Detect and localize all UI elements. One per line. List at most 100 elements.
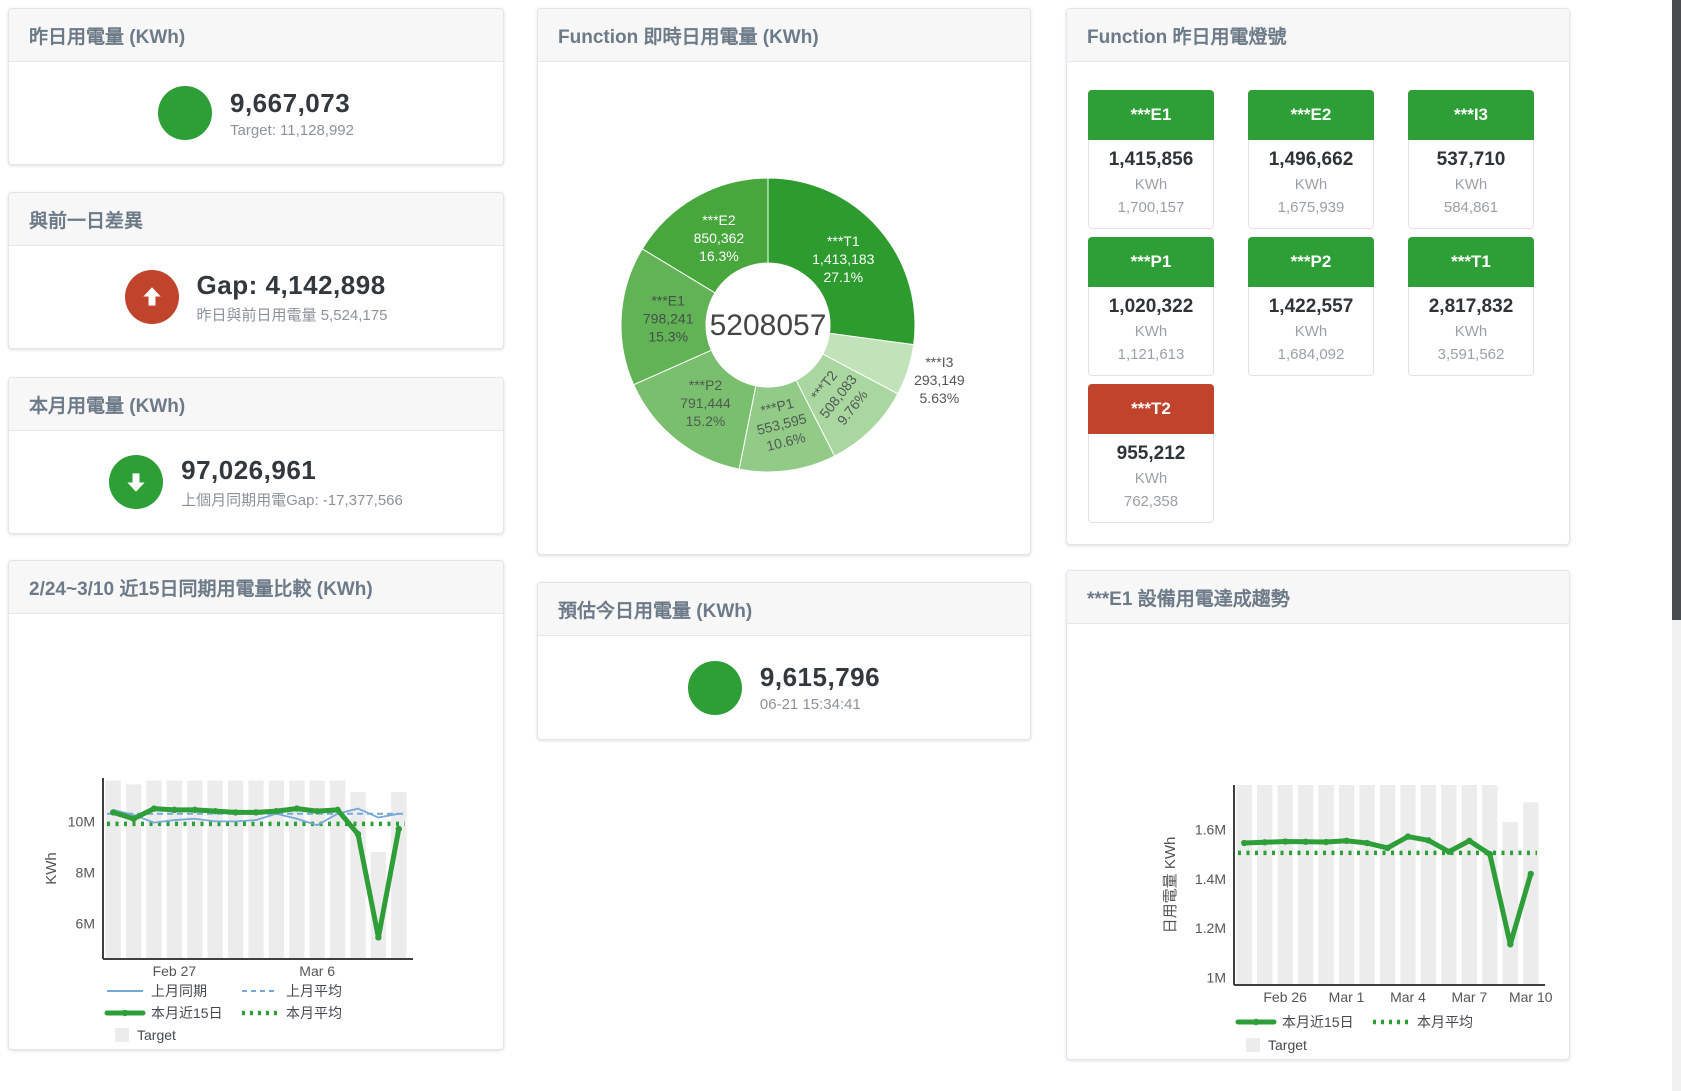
y-tick-label: 1.2M: [1195, 920, 1226, 936]
forecast-today-value: 9,615,796: [759, 662, 881, 692]
target-bar: [391, 792, 407, 959]
card-forecast-today-header: 預估今日用電量 (KWh): [538, 583, 1030, 636]
target-bar: [207, 780, 223, 959]
target-bar: [1257, 785, 1273, 985]
target-bar: [1359, 785, 1375, 985]
red-up-arrow-icon: [124, 270, 179, 324]
card-e1-trend-title: ***E1 設備用電達成趨勢: [1087, 588, 1290, 610]
target-bar: [248, 780, 264, 959]
x-tick-label: Mar 4: [1390, 989, 1426, 1005]
light-tile-label: ***P2: [1248, 237, 1374, 287]
x-tick-label: Feb 27: [153, 963, 197, 979]
legend-label[interactable]: 本月近15日: [1282, 1014, 1354, 1030]
light-tile-value: 1,422,557: [1268, 296, 1354, 317]
donut-slice-E2: [641, 177, 769, 294]
light-tile-body: 2,817,832 KWh 3,591,562: [1408, 287, 1534, 376]
light-tile-label: ***T1: [1408, 237, 1534, 287]
card-15day-comparison-header: 2/24~3/10 近15日同期用電量比較 (KWh): [9, 561, 503, 614]
donut-slice-T1: [767, 177, 916, 346]
function-light-tiles: ***E1 1,415,856 KWh 1,700,157 ***E2 1,496,662…: [1067, 62, 1567, 523]
svg-text:***P1: ***P1: [759, 395, 796, 419]
page-scrollbar-thumb[interactable]: [1672, 0, 1681, 620]
y-tick-label: 8M: [76, 864, 95, 880]
legend-label[interactable]: Target: [137, 1027, 176, 1043]
card-day-gap: 與前一日差異 Gap: 4,142,898 昨日與前日用電量 5,524,175: [8, 192, 504, 349]
card-yesterday-lights-title: Function 昨日用電燈號: [1087, 26, 1287, 48]
month-usage-gap: 上個月同期用電Gap: -17,377,566: [181, 491, 403, 509]
card-yesterday-lights: Function 昨日用電燈號 ***E1 1,415,856 KWh 1,700,1…: [1066, 8, 1570, 545]
series-line: [112, 807, 399, 827]
target-bar: [1502, 822, 1518, 985]
legend-label[interactable]: 上月同期: [151, 983, 207, 999]
donut-slice-label: ***I3 293,149 5.63%: [914, 354, 965, 406]
green-down-arrow-icon: [109, 455, 164, 509]
legend-label[interactable]: 本月近15日: [151, 1005, 223, 1021]
card-15day-comparison-chart: 2/24~3/10 近15日同期用電量比較 (KWh) 6M 8M 10M Feb 2…: [8, 560, 504, 1050]
card-yesterday-usage: 昨日用電量 (KWh) 9,667,073 Target: 11,128,992: [8, 8, 504, 165]
svg-text:15.3%: 15.3%: [648, 329, 688, 345]
day-gap-value: Gap: 4,142,898: [196, 269, 386, 300]
light-tile-target: 3,591,562: [1437, 346, 1505, 363]
y-tick-label: 1M: [1207, 970, 1226, 986]
target-bar: [309, 780, 325, 959]
donut-slice-label: ***E2 850,362 16.3%: [694, 212, 745, 264]
page-scrollbar-track[interactable]: [1672, 0, 1681, 1091]
svg-text:850,362: 850,362: [694, 230, 745, 246]
light-tile-P2: ***P2 1,422,557 KWh 1,684,092: [1248, 237, 1374, 376]
day-gap-subtitle: 昨日與前日用電量 5,524,175: [196, 306, 388, 324]
donut-slice-E1: [620, 248, 716, 386]
light-tile-T2: ***T2 955,212 KWh 762,358: [1088, 384, 1214, 523]
target-bar: [105, 780, 121, 959]
target-bar: [1297, 785, 1314, 985]
yesterday-usage-target: Target: 11,128,992: [230, 121, 354, 139]
card-realtime-donut: Function 即時日用電量 (KWh) ***T1 1,413,183 27.1…: [537, 8, 1031, 555]
svg-text:***I3: ***I3: [925, 354, 953, 370]
donut-center-total: 5208057: [710, 309, 827, 342]
legend-swatch-target[interactable]: [1246, 1038, 1260, 1052]
target-bar: [1400, 785, 1416, 985]
svg-text:15.2%: 15.2%: [686, 413, 726, 429]
target-bar: [1523, 802, 1539, 985]
donut-slice-label: ***P2 791,444 15.2%: [680, 377, 731, 429]
light-tile-body: 1,422,557 KWh 1,684,092: [1248, 287, 1374, 376]
light-tile-body: 537,710 KWh 584,861: [1408, 140, 1534, 229]
x-tick-label: Mar 1: [1329, 989, 1365, 1005]
card-month-usage-header: 本月用電量 (KWh): [9, 378, 503, 431]
card-forecast-today: 預估今日用電量 (KWh) 9,615,796 06-21 15:34:41: [537, 582, 1031, 740]
legend-swatch-target[interactable]: [115, 1028, 129, 1042]
card-realtime-donut-header: Function 即時日用電量 (KWh): [538, 9, 1030, 62]
legend-label[interactable]: 本月平均: [286, 1005, 342, 1021]
card-e1-trend-header: ***E1 設備用電達成趨勢: [1067, 571, 1569, 624]
light-tile-unit: KWh: [1294, 176, 1328, 193]
light-tile-unit: KWh: [1454, 176, 1488, 193]
legend-label[interactable]: 本月平均: [1417, 1014, 1473, 1030]
x-tick-label: Mar 10: [1509, 989, 1553, 1005]
light-tile-value: 1,020,322: [1108, 296, 1194, 317]
svg-text:***P2: ***P2: [689, 377, 723, 393]
green-status-circle-icon: [158, 86, 212, 140]
svg-text:798,241: 798,241: [643, 311, 694, 327]
forecast-today-timestamp: 06-21 15:34:41: [759, 696, 861, 713]
legend-label[interactable]: 上月平均: [286, 983, 342, 999]
card-e1-trend-chart: ***E1 設備用電達成趨勢 1M 1.2M 1.4M 1.6M Feb 26 Mar 1…: [1066, 570, 1570, 1060]
donut-slice-label: ***E1 798,241 15.3%: [643, 293, 694, 345]
light-tile-E2: ***E2 1,496,662 KWh 1,675,939: [1248, 90, 1374, 229]
light-tile-target: 1,675,939: [1277, 199, 1345, 216]
light-tile-I3: ***I3 537,710 KWh 584,861: [1408, 90, 1534, 229]
light-tile-value: 1,415,856: [1108, 149, 1194, 170]
light-tile-value: 537,710: [1436, 149, 1506, 170]
card-forecast-today-title: 預估今日用電量 (KWh): [558, 600, 753, 622]
light-tile-body: 1,415,856 KWh 1,700,157: [1088, 140, 1214, 229]
light-tile-body: 955,212 KWh 762,358: [1088, 434, 1214, 523]
target-bar: [289, 780, 305, 959]
svg-text:293,149: 293,149: [914, 372, 965, 388]
light-tile-target: 1,121,613: [1117, 346, 1185, 363]
legend-label[interactable]: Target: [1268, 1037, 1307, 1053]
target-bar: [1441, 785, 1457, 985]
target-bar: [370, 851, 387, 959]
x-tick-label: Mar 6: [299, 963, 335, 979]
light-tile-target: 584,861: [1443, 199, 1499, 216]
e1-trend-line-chart: 1M 1.2M 1.4M 1.6M Feb 26 Mar 1 Mar 4 Mar 7 Mar 1…: [1162, 785, 1553, 1053]
